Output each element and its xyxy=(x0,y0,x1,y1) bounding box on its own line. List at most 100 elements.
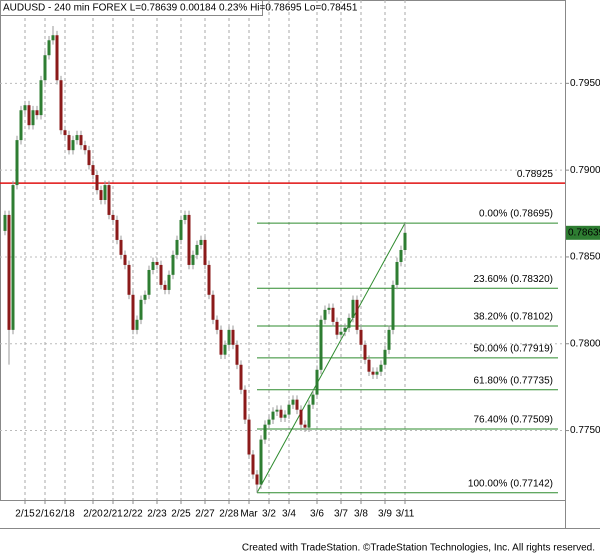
candle-body xyxy=(95,175,99,191)
candle-body xyxy=(195,244,199,255)
candle-body xyxy=(79,135,83,146)
candle-body xyxy=(55,35,59,81)
candle-body xyxy=(131,294,135,330)
x-tick-label: 3/2 xyxy=(262,509,276,520)
candle-body xyxy=(63,130,67,136)
candle-body xyxy=(395,261,399,285)
candle-body xyxy=(387,329,391,350)
candle-body xyxy=(7,214,11,330)
candle-body xyxy=(143,294,147,300)
candle-body xyxy=(279,409,283,418)
candle-body xyxy=(203,239,207,265)
candle-body xyxy=(271,411,275,420)
candle-body xyxy=(67,135,71,151)
candle-body xyxy=(243,389,247,420)
candle-body xyxy=(391,284,395,330)
candle-body xyxy=(211,294,215,320)
last-price-label: 0.78639 xyxy=(568,227,600,238)
x-tick-label: 2/18 xyxy=(55,509,75,520)
candle-body xyxy=(135,319,139,330)
candle-body xyxy=(167,274,171,290)
x-tick-label: 2/23 xyxy=(147,509,167,520)
candle-body xyxy=(187,214,191,265)
candle-body xyxy=(223,344,227,355)
candle-body xyxy=(287,404,291,415)
candle-body xyxy=(315,369,319,395)
candle-body xyxy=(19,110,23,141)
candle-body xyxy=(359,329,363,345)
candle-body xyxy=(259,439,263,485)
candle-body xyxy=(15,140,19,186)
x-tick-label: 3/7 xyxy=(334,509,348,520)
candle-body xyxy=(91,165,95,175)
x-tick-label: 2/25 xyxy=(171,509,191,520)
x-tick-label: 3/4 xyxy=(282,509,296,520)
x-tick-label: 2/21 xyxy=(103,509,123,520)
candle-body xyxy=(155,261,159,265)
candle-body xyxy=(215,319,219,330)
header-box xyxy=(0,0,263,16)
y-tick-label: 0.77500 xyxy=(570,425,600,436)
candle-body xyxy=(123,254,127,265)
candle-body xyxy=(183,214,187,220)
x-tick-label: 2/28 xyxy=(219,509,239,520)
candle-body xyxy=(363,344,367,360)
candle-body xyxy=(163,284,167,290)
reference-label: 0.78925 xyxy=(517,169,554,180)
candle-body xyxy=(375,371,379,375)
candle-body xyxy=(119,239,123,255)
candle-body xyxy=(371,371,375,375)
candle-body xyxy=(399,250,403,262)
candle-body xyxy=(239,364,243,390)
fib-label: 76.40% (0.77509) xyxy=(473,415,553,426)
candle-body xyxy=(207,264,211,295)
candle-body xyxy=(347,317,351,328)
candle-body xyxy=(71,140,75,151)
x-tick-label: 3/11 xyxy=(396,509,415,520)
candle-body xyxy=(171,254,175,275)
candle-body xyxy=(43,55,47,81)
candle-body xyxy=(199,239,203,245)
candle-body xyxy=(115,219,119,240)
x-tick-label: 2/15 xyxy=(15,509,35,520)
candle-body xyxy=(335,321,339,335)
candle-body xyxy=(175,239,179,255)
candle-body xyxy=(159,264,163,285)
candle-body xyxy=(87,150,91,166)
candle-body xyxy=(255,474,259,485)
candle-body xyxy=(11,185,15,330)
last-price-tag xyxy=(566,225,600,240)
candle-body xyxy=(35,110,39,116)
candle-body xyxy=(307,404,311,428)
chart-title: AUDUSD - 240 min FOREX L=0.78639 0.00184… xyxy=(3,3,358,14)
candle-body xyxy=(343,327,347,332)
candle-body xyxy=(231,329,235,345)
x-tick-label: Mar xyxy=(240,509,258,520)
candle-body xyxy=(355,299,359,330)
candle-body xyxy=(31,110,35,126)
candle-body xyxy=(331,307,335,322)
candle-body xyxy=(327,307,331,310)
candle-body xyxy=(75,135,79,141)
candle-body xyxy=(263,424,267,440)
candle-body xyxy=(103,185,107,200)
fib-label: 50.00% (0.77919) xyxy=(473,343,553,354)
candle-body xyxy=(235,344,239,365)
candle-body xyxy=(219,329,223,355)
candle-body xyxy=(191,254,195,265)
candle-body xyxy=(151,261,155,270)
candle-body xyxy=(383,349,387,365)
candle-body xyxy=(107,185,111,215)
fib-label: 0.00% (0.78695) xyxy=(479,209,553,220)
candle-body xyxy=(303,424,307,428)
candle-body xyxy=(51,35,55,41)
candle-body xyxy=(139,299,143,320)
candle-body xyxy=(295,399,299,410)
candle-body xyxy=(227,329,231,345)
candle-body xyxy=(179,219,183,240)
fib-label: 38.20% (0.78102) xyxy=(473,312,553,323)
candle-body xyxy=(275,409,279,412)
